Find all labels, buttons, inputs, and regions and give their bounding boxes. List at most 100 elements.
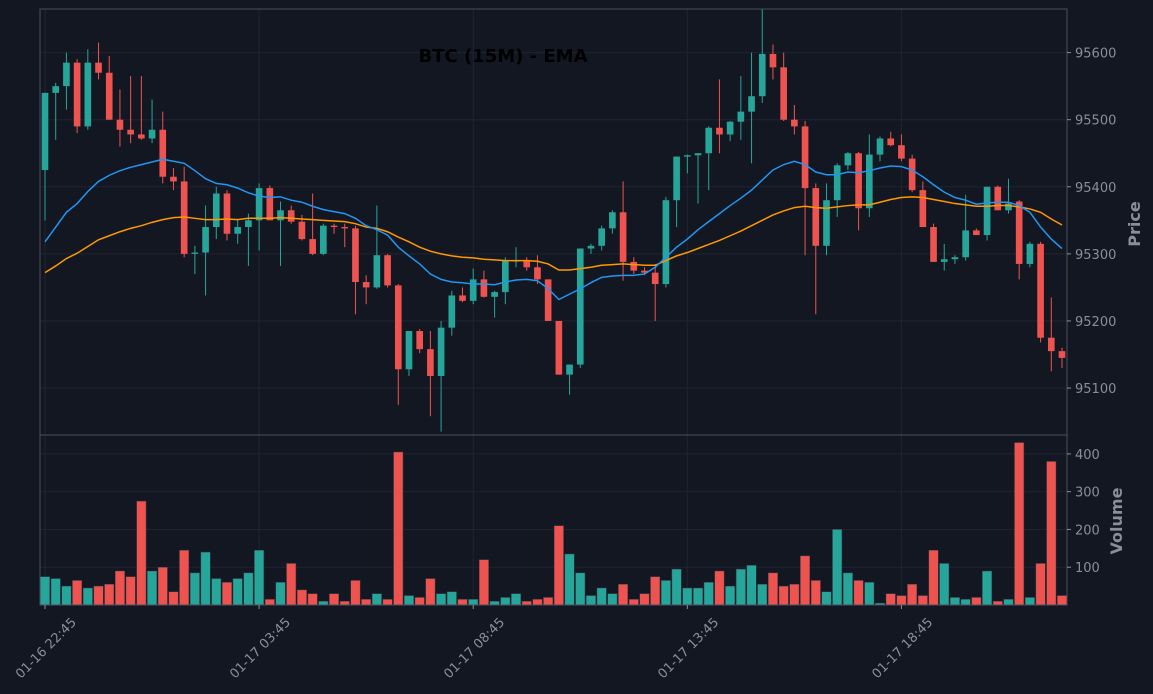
candle-body: [223, 193, 231, 234]
volume-bar: [61, 585, 72, 606]
candle-body: [534, 267, 541, 280]
candle-body: [448, 295, 456, 328]
volume-bar: [361, 599, 372, 606]
volume-bar: [511, 593, 521, 606]
candle-body: [651, 272, 659, 285]
volume-bar: [682, 587, 693, 606]
candle-body: [994, 186, 1002, 211]
candle-body: [480, 279, 488, 297]
candle-body: [159, 129, 167, 177]
volume-bar: [179, 549, 190, 606]
candle-body: [416, 331, 424, 350]
candle-body: [983, 186, 991, 236]
volume-bar: [800, 555, 811, 606]
volume-axis-ticks: 100 200 300 400: [1067, 448, 1100, 576]
volume-bar: [286, 563, 297, 606]
candle-body: [148, 129, 156, 139]
volume-bar: [489, 600, 500, 606]
volume-bar: [1014, 442, 1025, 606]
candle-body: [791, 119, 798, 127]
candle-body: [823, 200, 830, 246]
candle-body: [127, 129, 134, 135]
candle-body: [138, 134, 145, 139]
candle-body: [951, 257, 959, 260]
candle-body: [437, 327, 445, 376]
price-tick-label: 95500: [1075, 114, 1116, 129]
volume-bar: [296, 589, 307, 606]
candle-body: [726, 121, 734, 135]
volume-bar: [628, 599, 639, 606]
volume-bar: [211, 578, 222, 606]
candle-body: [523, 260, 531, 268]
candle-body: [887, 138, 895, 146]
chart-title: BTC (15M) - EMA: [418, 46, 587, 67]
candle-body: [544, 279, 552, 321]
volume-bar: [907, 583, 918, 606]
price-tick-label: 95600: [1075, 47, 1116, 62]
volume-bar: [960, 599, 971, 606]
candle-body: [758, 53, 766, 97]
volume-bar: [971, 597, 982, 606]
volume-bar: [618, 583, 629, 606]
candle-body: [962, 230, 969, 258]
candle-body: [769, 53, 777, 68]
candle-body: [844, 153, 852, 166]
candle-body: [491, 292, 498, 297]
volume-bar: [650, 576, 661, 606]
volume-bar: [40, 576, 50, 606]
volume-tick-label: 300: [1075, 486, 1100, 501]
volume-bar: [1035, 563, 1046, 606]
volume-bar: [222, 582, 232, 606]
volume-bar: [767, 572, 778, 606]
volume-bar: [350, 580, 361, 606]
volume-bar: [864, 582, 875, 606]
volume-bar: [939, 563, 950, 606]
volume-bar: [104, 583, 115, 606]
candle-body: [277, 210, 284, 221]
candle-body: [801, 126, 809, 189]
volume-bar: [693, 587, 703, 606]
volume-bar: [982, 570, 993, 606]
volume-bar: [136, 500, 147, 606]
volume-bar: [714, 570, 725, 606]
volume-bar: [436, 593, 447, 606]
volume-bar: [896, 595, 907, 606]
volume-axis-label: Volume: [1107, 487, 1126, 554]
volume-bar: [414, 597, 425, 606]
candle-body: [245, 220, 252, 228]
volume-bar: [1057, 595, 1067, 606]
volume-bar: [521, 600, 532, 606]
candle-body: [352, 228, 359, 283]
candle-body: [266, 188, 274, 221]
volume-bar: [371, 593, 382, 606]
candle-body: [705, 127, 713, 154]
candle-body: [683, 155, 691, 157]
volume-bar: [446, 591, 457, 606]
price-axis-label: Price: [1125, 201, 1144, 247]
candle-body: [1037, 243, 1044, 338]
volume-bar: [789, 583, 800, 606]
volume-bar: [810, 580, 821, 606]
price-axis-ticks: 95100 95200 95300 95400 95500 95600: [1067, 47, 1116, 397]
candle-body: [1026, 243, 1034, 264]
volume-bar: [660, 580, 671, 606]
volume-bar: [339, 600, 350, 606]
candle-body: [95, 62, 102, 73]
candle-body: [320, 225, 327, 254]
price-tick-label: 95400: [1075, 181, 1116, 196]
candle-body: [191, 252, 199, 254]
volume-bar: [842, 572, 853, 606]
candle-body: [673, 156, 680, 201]
candle-body: [116, 119, 124, 130]
volume-bar: [425, 578, 436, 606]
volume-bar: [468, 599, 479, 606]
volume-bar: [114, 570, 125, 606]
candle-body: [309, 239, 316, 254]
volume-bar: [928, 549, 939, 606]
volume-bar: [949, 597, 960, 606]
volume-bar: [532, 599, 543, 606]
volume-bar: [757, 583, 768, 606]
candle-body: [555, 320, 563, 375]
volume-bar: [553, 525, 564, 606]
volume-bar: [575, 572, 586, 606]
